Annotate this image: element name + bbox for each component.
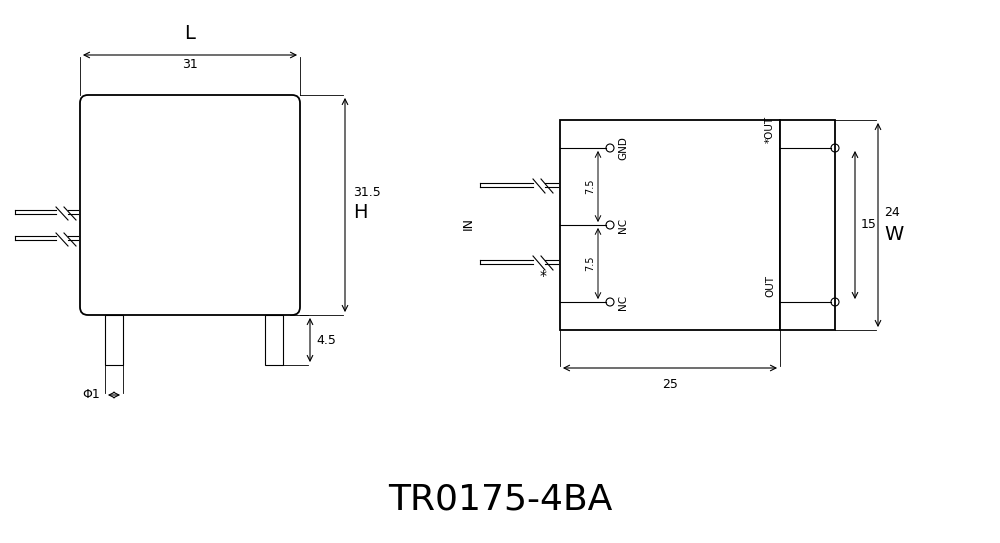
Text: GND: GND xyxy=(618,136,628,160)
Text: H: H xyxy=(353,204,368,223)
Text: Φ1: Φ1 xyxy=(82,388,100,401)
Text: 4.5: 4.5 xyxy=(316,333,336,346)
Text: OUT: OUT xyxy=(765,275,775,297)
Text: 15: 15 xyxy=(861,218,877,231)
Text: 7.5: 7.5 xyxy=(585,179,595,194)
Text: NC: NC xyxy=(618,217,628,232)
Text: IN: IN xyxy=(462,217,475,230)
Text: 25: 25 xyxy=(662,378,678,391)
Text: TR0175-4BA: TR0175-4BA xyxy=(388,483,612,517)
Text: *OUT: *OUT xyxy=(765,116,775,143)
Bar xyxy=(560,120,780,330)
Text: 31.5: 31.5 xyxy=(353,186,381,199)
Bar xyxy=(105,315,123,365)
Text: 7.5: 7.5 xyxy=(585,256,595,272)
Bar xyxy=(780,120,835,330)
Text: L: L xyxy=(185,24,195,43)
Text: NC: NC xyxy=(618,294,628,310)
Bar xyxy=(265,315,283,365)
Text: W: W xyxy=(884,225,903,244)
FancyBboxPatch shape xyxy=(80,95,300,315)
Text: 31: 31 xyxy=(182,58,198,71)
Text: 24: 24 xyxy=(884,206,900,219)
Text: *: * xyxy=(540,269,546,283)
